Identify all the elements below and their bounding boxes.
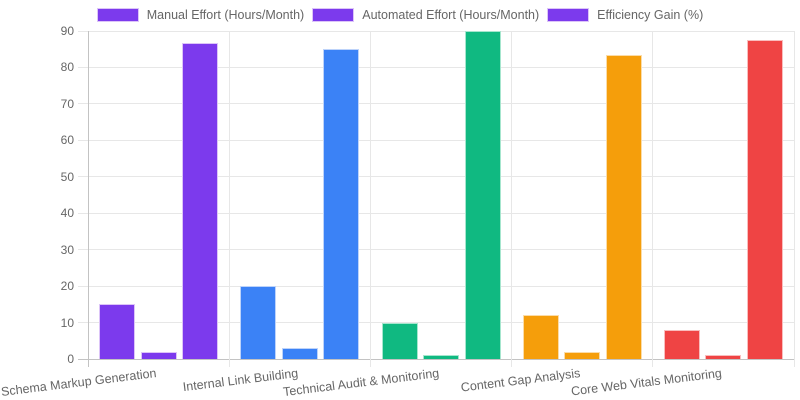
y-axis-label-70: 70	[60, 96, 74, 111]
bar-automated-effort-hours-month-3[interactable]	[423, 355, 459, 359]
legend-swatch-manual-effort	[96, 8, 139, 22]
x-axis-label-4: Content Gap Analysis	[460, 366, 582, 395]
y-axis-label-80: 80	[60, 60, 74, 75]
y-gridline-30	[78, 249, 794, 251]
legend-label-automated-effort: Automated Effort (Hours/Month)	[362, 8, 540, 22]
bar-efficiency-gain-4[interactable]	[605, 55, 642, 359]
x-gridline-2	[369, 31, 371, 367]
y-axis-label-0: 0	[67, 352, 74, 366]
x-axis-label-1: Schema Markup Generation	[0, 366, 158, 400]
bar-automated-effort-hours-month-2[interactable]	[281, 348, 318, 359]
bar-automated-effort-hours-month-4[interactable]	[564, 352, 601, 359]
y-gridline-60	[78, 139, 794, 141]
bar-efficiency-gain-3[interactable]	[464, 31, 501, 359]
x-gridline-4	[652, 31, 654, 367]
bar-automated-effort-hours-month-1[interactable]	[140, 352, 177, 359]
y-gridline-50	[78, 176, 794, 178]
y-gridline-70	[78, 103, 794, 105]
x-axis-label-2: Internal Link Building	[181, 366, 299, 395]
bar-manual-effort-hours-month-3[interactable]	[381, 323, 418, 359]
x-gridline-5	[793, 31, 795, 367]
legend-item-manual-effort[interactable]: Manual Effort (Hours/Month)	[96, 8, 305, 22]
y-axis-label-10: 10	[60, 315, 74, 330]
bar-automated-effort-hours-month-5[interactable]	[705, 355, 742, 359]
x-axis-label-5: Core Web Vitals Monitoring	[569, 366, 723, 399]
legend-item-efficiency-gain[interactable]: Efficiency Gain (%)	[547, 8, 703, 22]
bar-efficiency-gain-1[interactable]	[182, 43, 219, 359]
legend-label-manual-effort: Manual Effort (Hours/Month)	[146, 8, 305, 22]
bar-efficiency-gain-2[interactable]	[323, 49, 360, 359]
y-gridline-0	[78, 358, 794, 360]
bar-efficiency-gain-5[interactable]	[746, 40, 783, 359]
x-axis-label-3: Technical Audit & Monitoring	[282, 366, 440, 400]
bar-manual-effort-hours-month-4[interactable]	[522, 315, 559, 359]
legend-swatch-efficiency-gain	[547, 8, 590, 22]
legend-swatch-automated-effort	[312, 8, 355, 22]
y-axis-label-50: 50	[60, 169, 74, 184]
y-axis-label-30: 30	[60, 242, 74, 257]
x-gridline-1	[228, 31, 230, 367]
bar-manual-effort-hours-month-5[interactable]	[663, 330, 700, 359]
y-gridline-20	[78, 285, 794, 287]
y-gridline-40	[78, 212, 794, 214]
bar-manual-effort-hours-month-1[interactable]	[99, 304, 136, 359]
legend-item-automated-effort[interactable]: Automated Effort (Hours/Month)	[312, 8, 539, 22]
y-gridline-90	[78, 30, 794, 32]
chart-legend: Manual Effort (Hours/Month) Automated Ef…	[0, 6, 800, 24]
y-axis-label-60: 60	[60, 133, 74, 148]
legend-label-efficiency-gain: Efficiency Gain (%)	[597, 8, 704, 22]
y-gridline-10	[78, 322, 794, 324]
y-gridline-80	[78, 66, 794, 68]
x-gridline-0	[87, 31, 89, 367]
y-axis-label-90: 90	[60, 24, 74, 38]
x-gridline-3	[511, 31, 513, 367]
y-axis-label-20: 20	[60, 279, 74, 294]
y-axis-label-40: 40	[60, 206, 74, 221]
bar-manual-effort-hours-month-2[interactable]	[240, 286, 277, 359]
